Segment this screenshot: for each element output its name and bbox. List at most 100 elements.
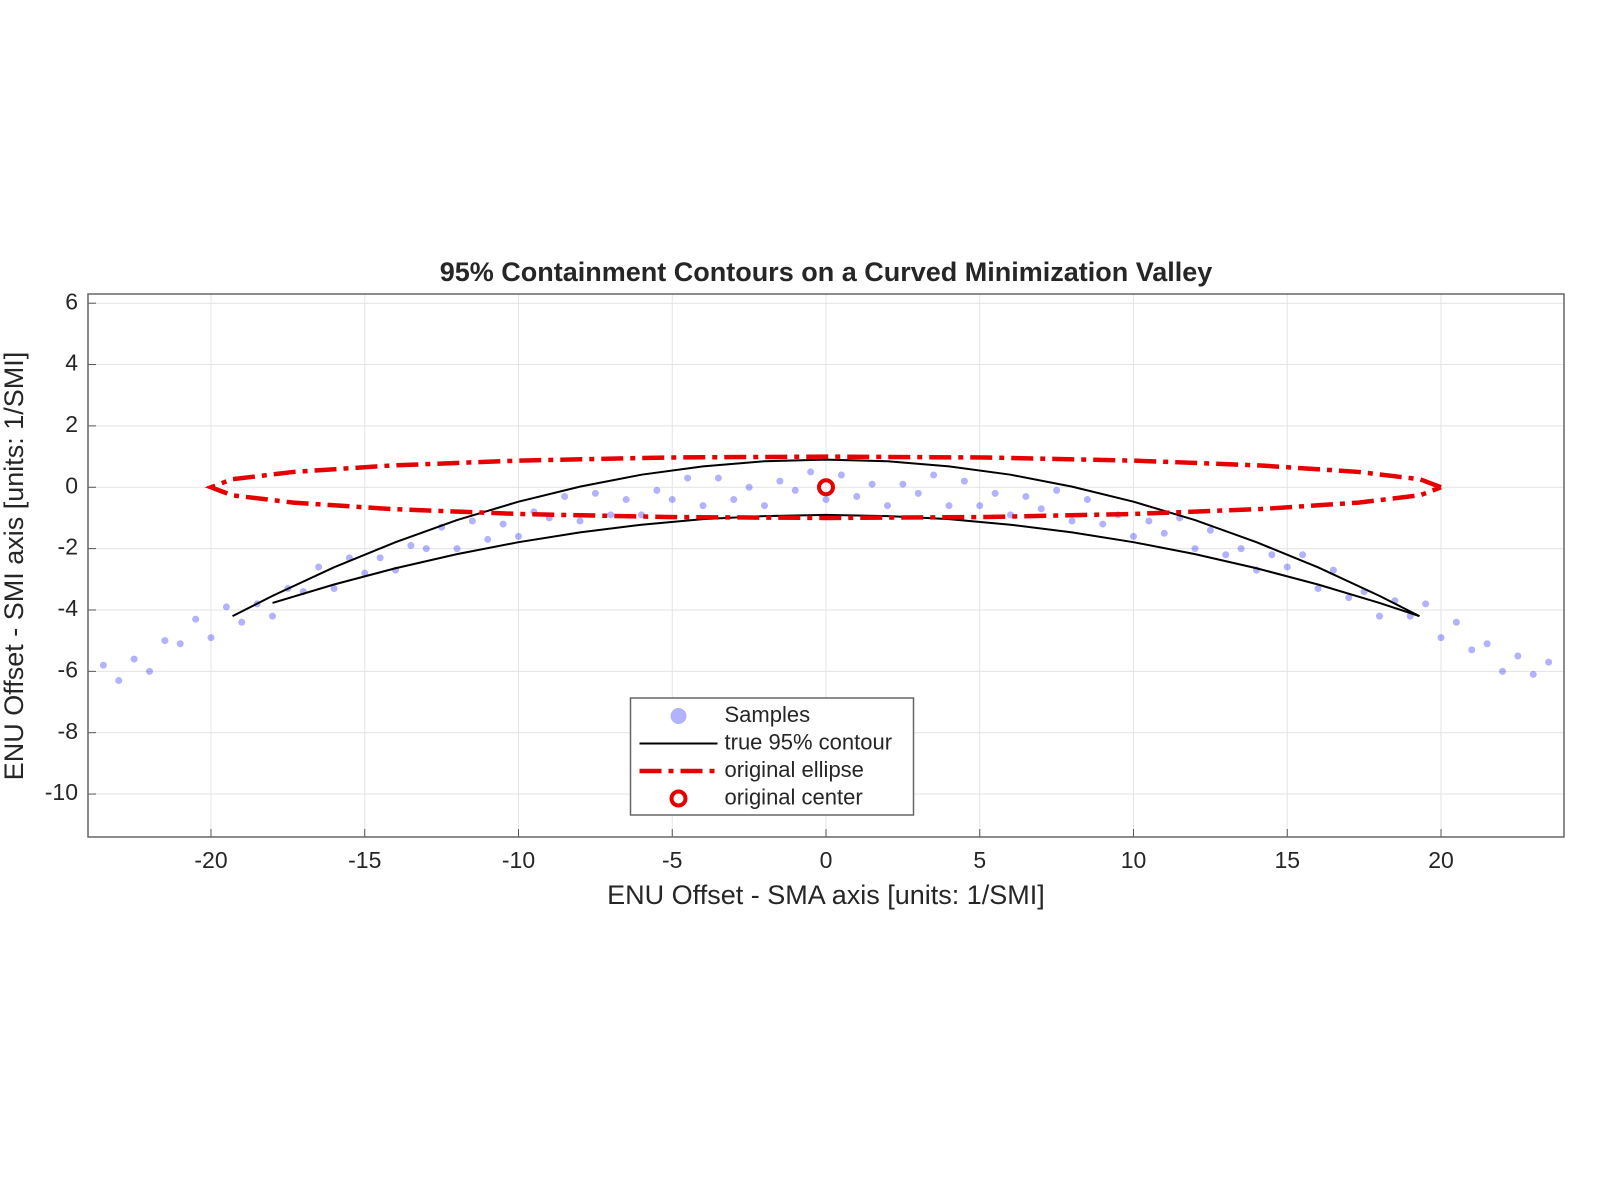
- sample-point: [315, 563, 323, 571]
- sample-point: [192, 615, 200, 623]
- x-tick-label: 10: [1121, 847, 1147, 873]
- sample-point: [222, 603, 230, 611]
- legend-symbol: [670, 708, 687, 724]
- sample-point: [1068, 517, 1076, 525]
- legend-label: original ellipse: [725, 757, 864, 782]
- sample-point: [407, 542, 415, 550]
- sample-point: [930, 471, 938, 479]
- sample-point: [761, 502, 768, 510]
- sample-point: [130, 655, 138, 663]
- sample-point: [668, 496, 676, 504]
- ellipse-line: [204, 454, 1442, 521]
- sample-point: [638, 511, 645, 519]
- x-tick-label: 15: [1274, 847, 1300, 873]
- x-tick-label: -10: [502, 847, 535, 873]
- legend-symbol: [669, 789, 688, 808]
- x-tick-label: 5: [973, 847, 986, 873]
- sample-point: [1083, 496, 1091, 504]
- x-tick-label: -5: [662, 847, 682, 873]
- sample-point: [807, 468, 815, 476]
- sample-point: [1237, 545, 1245, 553]
- sample-point: [607, 511, 615, 519]
- sample-point: [269, 612, 276, 620]
- sample-point: [622, 496, 630, 504]
- sample-point: [1206, 526, 1214, 534]
- legend-box: [629, 697, 915, 816]
- sample-point: [484, 535, 492, 543]
- sample-point: [791, 486, 799, 494]
- sample-point: [960, 477, 968, 485]
- sample-point: [884, 502, 891, 510]
- sample-point: [1268, 551, 1276, 559]
- y-tick-label: 0: [65, 472, 78, 498]
- y-tick-label: -2: [58, 534, 78, 560]
- sample-point: [1514, 652, 1522, 660]
- sample-point: [1145, 517, 1153, 525]
- sample-point: [146, 667, 153, 675]
- legend-label: original center: [725, 784, 863, 809]
- sample-point: [1529, 670, 1537, 678]
- sample-point: [99, 661, 107, 669]
- sample-point: [868, 480, 876, 488]
- y-tick-label: -4: [58, 595, 79, 621]
- sample-point: [699, 502, 707, 510]
- sample-point: [1329, 566, 1337, 574]
- sample-point: [330, 585, 338, 593]
- sample-point: [1437, 634, 1445, 642]
- y-tick-label: 2: [65, 411, 78, 437]
- sample-point: [1022, 492, 1030, 500]
- plot-area: [99, 454, 1553, 685]
- y-tick-label: 4: [65, 350, 78, 376]
- sample-point: [1422, 600, 1430, 608]
- sample-point: [1160, 529, 1168, 537]
- sample-point: [914, 489, 922, 497]
- sample-point: [730, 496, 738, 504]
- x-tick-label: -15: [348, 847, 381, 873]
- y-tick-label: -10: [45, 779, 78, 805]
- sample-point: [561, 492, 569, 500]
- sample-point: [1314, 585, 1322, 593]
- sample-point: [945, 502, 953, 510]
- contour-line: [232, 458, 1420, 618]
- sample-point: [453, 545, 461, 553]
- sample-point: [745, 483, 753, 491]
- sample-point: [1468, 646, 1476, 654]
- sample-point: [991, 489, 999, 497]
- sample-point: [1452, 618, 1460, 626]
- x-axis-label: ENU Offset - SMA axis [units: 1/SMI]: [607, 880, 1045, 910]
- sample-point: [591, 489, 599, 497]
- sample-point: [1053, 486, 1061, 494]
- sample-point: [653, 486, 661, 494]
- sample-point: [422, 545, 430, 553]
- sample-point: [1222, 551, 1230, 559]
- x-tick-label: 20: [1428, 847, 1454, 873]
- sample-point: [207, 634, 215, 642]
- y-tick-label: -6: [58, 656, 78, 682]
- sample-point: [515, 532, 522, 540]
- sample-point: [1299, 551, 1307, 559]
- sample-point: [837, 471, 845, 479]
- sample-point: [853, 492, 861, 500]
- legend-label: true 95% contour: [725, 729, 893, 754]
- sample-point: [1483, 640, 1491, 648]
- sample-point: [714, 474, 722, 482]
- sample-point: [238, 618, 246, 626]
- sample-point: [1191, 545, 1199, 553]
- sample-point: [176, 640, 184, 648]
- sample-point: [822, 496, 830, 504]
- sample-point: [1499, 667, 1506, 675]
- sample-point: [1376, 612, 1383, 620]
- sample-point: [1283, 563, 1291, 571]
- sample-point: [376, 554, 384, 562]
- sample-point: [976, 502, 984, 510]
- sample-point: [576, 517, 584, 525]
- sample-point: [115, 677, 123, 685]
- sample-point: [899, 480, 907, 488]
- sample-point: [1345, 594, 1353, 602]
- sample-point: [684, 474, 692, 482]
- sample-point: [1037, 505, 1045, 513]
- legend-label: Samples: [725, 702, 811, 727]
